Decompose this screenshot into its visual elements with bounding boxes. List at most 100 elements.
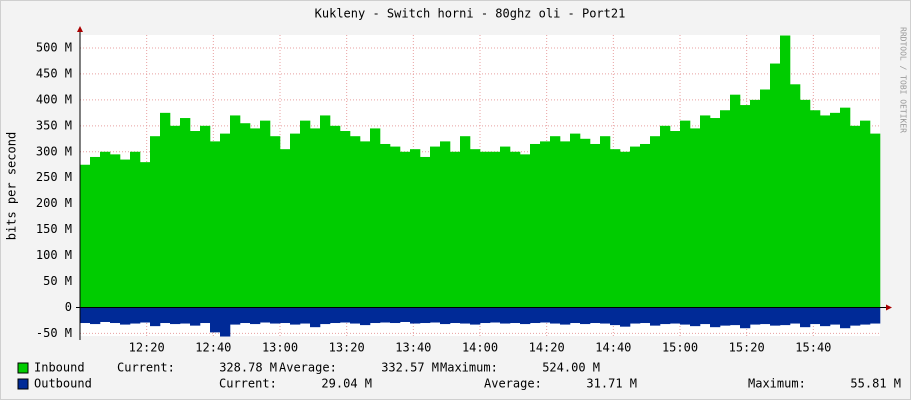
area-slice	[710, 118, 721, 308]
area-slice	[300, 120, 311, 308]
area-slice	[240, 307, 251, 324]
area-slice	[270, 136, 281, 308]
area-slice	[170, 307, 181, 325]
area-slice	[730, 94, 741, 308]
area-slice	[80, 164, 91, 308]
area-slice	[380, 143, 391, 308]
area-slice	[590, 143, 601, 308]
y-tick-label: 150 M	[36, 222, 72, 236]
area-slice	[330, 125, 341, 308]
legend-label: Outbound	[34, 377, 92, 391]
x-tick-label: 15:40	[795, 341, 831, 355]
area-slice	[780, 307, 791, 326]
area-slice	[380, 307, 391, 323]
area-slice	[340, 307, 351, 323]
area-slice	[580, 307, 591, 325]
area-slice	[520, 154, 531, 308]
area-slice	[660, 307, 671, 325]
legend-stat-value: 328.78 M	[219, 361, 277, 375]
area-slice	[860, 120, 871, 308]
legend-swatch	[17, 378, 29, 390]
area-slice	[550, 136, 561, 308]
area-slice	[120, 159, 131, 308]
area-slice	[250, 128, 261, 308]
area-slice	[100, 151, 111, 308]
area-slice	[440, 141, 451, 308]
area-slice	[90, 307, 101, 325]
area-slice	[510, 151, 521, 308]
area-slice	[610, 149, 621, 308]
area-slice	[110, 154, 121, 308]
legend-label: Inbound	[34, 361, 85, 375]
area-slice	[180, 118, 191, 308]
area-slice	[600, 307, 611, 324]
area-slice	[680, 120, 691, 308]
area-slice	[850, 307, 861, 326]
area-slice	[460, 136, 471, 308]
legend-swatch	[17, 362, 29, 374]
area-slice	[510, 307, 521, 324]
area-slice	[410, 149, 421, 308]
area-slice	[590, 307, 601, 324]
area-slice	[500, 146, 511, 308]
area-slice	[660, 125, 671, 308]
area-slice	[650, 307, 661, 326]
area-slice	[480, 307, 491, 324]
area-slice	[830, 307, 841, 325]
area-slice	[290, 307, 301, 325]
area-slice	[670, 307, 681, 324]
area-slice	[800, 99, 811, 308]
area-slice	[470, 307, 481, 325]
area-slice	[140, 307, 151, 323]
area-slice	[130, 151, 141, 308]
y-tick-label: 200 M	[36, 196, 72, 210]
area-slice	[310, 307, 321, 328]
area-slice	[630, 146, 641, 308]
area-slice	[320, 115, 331, 308]
y-tick-label: 400 M	[36, 92, 72, 106]
area-slice	[760, 89, 771, 308]
area-slice	[430, 307, 441, 323]
area-slice	[340, 131, 351, 308]
x-tick-label: 13:00	[262, 341, 298, 355]
area-slice	[460, 307, 471, 324]
area-slice	[360, 141, 371, 308]
x-tick-label: 15:20	[729, 341, 765, 355]
area-slice	[230, 307, 241, 325]
area-slice	[840, 107, 851, 308]
area-slice	[690, 128, 701, 308]
area-slice	[770, 307, 781, 326]
x-tick-label: 14:40	[595, 341, 631, 355]
area-slice	[540, 307, 551, 323]
area-slice	[300, 307, 311, 324]
area-slice	[710, 307, 721, 328]
area-slice	[740, 307, 751, 329]
area-slice	[550, 307, 561, 324]
area-slice	[370, 128, 381, 308]
chart-title: Kukleny - Switch horni - 80ghz oli - Por…	[315, 7, 626, 21]
area-slice	[260, 120, 271, 308]
area-slice	[190, 131, 201, 308]
area-slice	[490, 151, 501, 308]
area-slice	[750, 307, 761, 325]
area-slice	[450, 151, 461, 308]
area-slice	[500, 307, 511, 324]
area-slice	[430, 146, 441, 308]
area-slice	[260, 307, 271, 323]
area-slice	[470, 149, 481, 308]
area-slice	[480, 151, 491, 308]
area-slice	[80, 307, 91, 324]
area-slice	[330, 307, 341, 324]
area-slice	[450, 307, 461, 324]
area-slice	[350, 136, 361, 308]
x-tick-label: 12:40	[195, 341, 231, 355]
area-slice	[240, 123, 251, 308]
area-slice	[530, 143, 541, 308]
area-slice	[700, 115, 711, 308]
y-tick-label: 50 M	[43, 274, 72, 288]
x-tick-label: 13:20	[329, 341, 365, 355]
area-slice	[870, 133, 881, 308]
area-slice	[720, 110, 731, 308]
area-slice	[570, 133, 581, 308]
